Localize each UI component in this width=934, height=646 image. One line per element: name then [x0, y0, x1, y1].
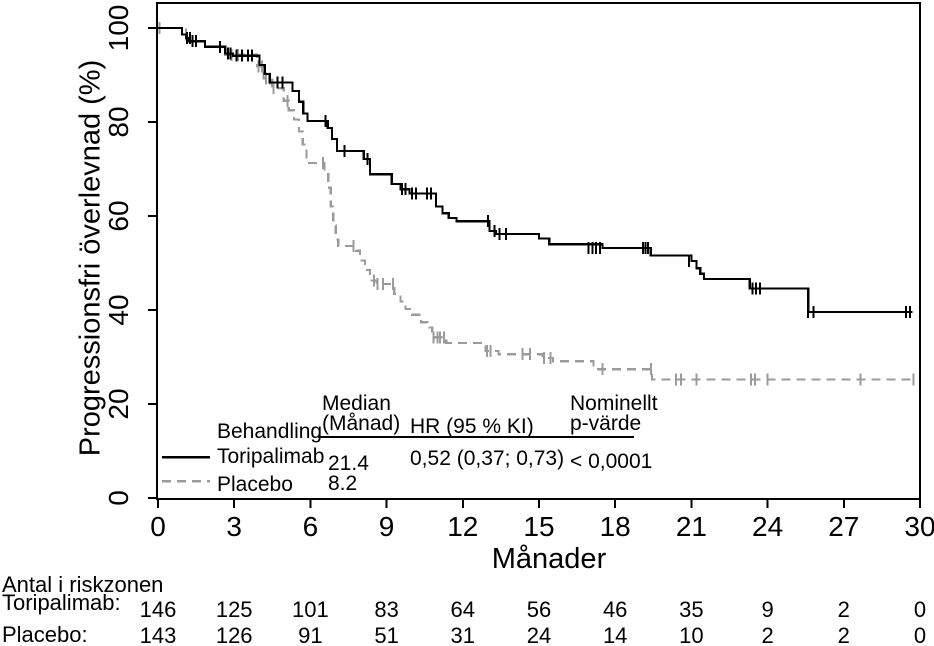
y-tick-label: 60: [103, 200, 134, 232]
risk-count: 126: [215, 623, 253, 646]
y-tick-label: 40: [103, 294, 134, 326]
risk-table-title: Antal i riskzonen: [2, 572, 164, 597]
placebo-curve: [158, 26, 915, 381]
stats-header-pvalue: Nominellt p-värde: [570, 392, 658, 435]
x-tick-label: 21: [675, 511, 707, 542]
risk-count: 51: [374, 623, 399, 646]
y-tick-label: 0: [103, 490, 134, 506]
x-axis-title: Månader: [491, 543, 607, 575]
x-tick-label: 27: [828, 511, 860, 542]
y-tick-label: 100: [103, 4, 134, 52]
risk-count: 31: [450, 623, 476, 646]
risk-count: 56: [526, 597, 552, 622]
risk-row-label-placebo: Placebo:: [2, 622, 88, 646]
legend-label-placebo: Placebo: [217, 473, 293, 496]
stats-hr-toripalimab: 0,52 (0,37; 0,73): [410, 447, 565, 470]
y-tick-label: 20: [103, 388, 134, 420]
stats-header-hr: HR (95 % KI): [410, 415, 534, 438]
stats-header-pvalue-line2: p-värde: [570, 412, 642, 435]
risk-count: 10: [679, 623, 704, 646]
risk-count: 2: [761, 623, 774, 646]
x-tick-label: 9: [378, 511, 395, 542]
x-tick-label: 6: [302, 511, 319, 542]
risk-row-label-toripalimab: Toripalimab:: [2, 590, 121, 615]
x-tick-label: 3: [226, 511, 242, 542]
y-axis-title: Progressionsfri överlevnad (%): [74, 59, 107, 457]
stats-pvalue-toripalimab: < 0,0001: [570, 450, 653, 473]
risk-count: 35: [679, 597, 704, 622]
stats-header-median-line2: (Månad): [322, 412, 401, 435]
risk-count: 14: [602, 623, 628, 646]
risk-count: 0: [913, 623, 927, 646]
x-tick-label: 0: [150, 511, 166, 542]
risk-count: 146: [139, 597, 177, 622]
stats-header-treatment: Behandling: [217, 420, 323, 443]
stats-median-placebo: 8.2: [328, 472, 358, 495]
stats-header-median-line1: Median: [322, 392, 391, 415]
x-tick-label: 15: [523, 511, 555, 542]
toripalimab-curve: [158, 26, 913, 313]
risk-count: 64: [450, 597, 476, 622]
risk-count: 2: [837, 597, 850, 622]
x-tick-label: 18: [599, 511, 631, 542]
risk-count: 9: [761, 597, 774, 622]
risk-count: 143: [139, 623, 177, 646]
risk-count: 83: [374, 597, 399, 622]
legend-label-toripalimab: Toripalimab: [217, 445, 325, 468]
risk-count: 0: [913, 597, 927, 622]
risk-count: 91: [298, 623, 323, 646]
stats-header-pvalue-line1: Nominellt: [570, 392, 658, 415]
x-tick-label: 12: [447, 511, 479, 542]
stats-header-median: Median (Månad): [322, 392, 401, 435]
y-tick-label: 80: [103, 106, 134, 138]
risk-count: 2: [837, 623, 850, 646]
x-tick-label: 30: [904, 511, 934, 542]
stats-median-toripalimab: 21.4: [328, 452, 369, 475]
risk-count: 101: [292, 597, 329, 622]
x-tick-label: 24: [752, 511, 784, 542]
risk-count: 125: [215, 597, 253, 622]
risk-count: 24: [526, 623, 552, 646]
risk-count: 46: [602, 597, 628, 622]
